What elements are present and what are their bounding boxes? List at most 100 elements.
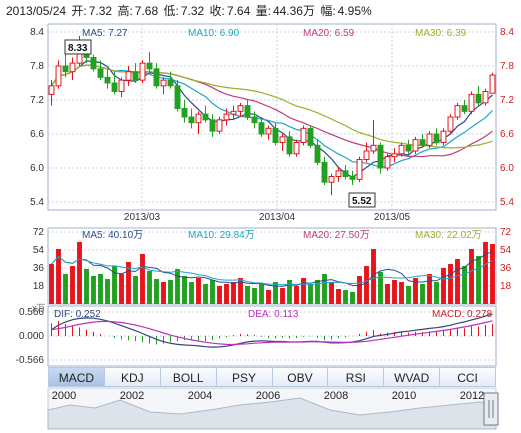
candle-body: [48, 85, 55, 95]
price-tick-left: 5.4: [30, 197, 44, 208]
price-tick-right: 7.2: [500, 95, 514, 106]
vol-tick-left: 36: [33, 263, 45, 274]
volume-bar: [154, 279, 159, 304]
low-value: 7.32: [180, 4, 205, 18]
price-tick-left: 8.4: [30, 27, 44, 38]
volume-bar: [315, 280, 320, 304]
candle-body: [489, 74, 496, 94]
candle-body: [139, 62, 146, 81]
candle-body: [405, 144, 412, 152]
volume-bar: [112, 266, 117, 304]
volume-bar: [343, 290, 348, 304]
tab-boll[interactable]: BOLL: [160, 367, 217, 387]
candle-body: [419, 139, 426, 146]
x-label-march: 2013/03: [124, 212, 161, 223]
candle-body: [461, 105, 468, 112]
dea-line: [51, 320, 493, 346]
candle-body: [475, 93, 482, 104]
candle-body: [230, 110, 237, 115]
year-2012: 2012: [459, 390, 485, 402]
candle-body: [167, 79, 174, 87]
candle-body: [279, 136, 286, 143]
candle-body: [265, 127, 272, 135]
tab-kdj[interactable]: KDJ: [104, 367, 161, 387]
close-label: 收:: [209, 4, 225, 18]
volume-bar: [378, 272, 383, 304]
ma5-legend: MA5: 7.27: [82, 28, 128, 39]
volume-bar: [252, 288, 257, 304]
candle-body: [216, 119, 223, 132]
volume-bar: [441, 268, 446, 304]
high-marker-box: [64, 39, 92, 55]
candle-body: [370, 144, 377, 152]
candle-body: [440, 130, 447, 144]
volume-bar: [49, 264, 54, 304]
indicator-tabs: MACD KDJ BOLL PSY OBV RSI WVAD CCI: [48, 367, 496, 387]
candle-body: [195, 113, 202, 124]
volume-bar: [427, 274, 432, 304]
volume-bar: [147, 271, 152, 304]
vol-ma5-line: [51, 250, 493, 287]
candle-body: [384, 156, 391, 169]
candle-body: [181, 108, 188, 118]
dea-legend: DEA: 0.113: [248, 309, 299, 320]
price-tick-right: 7.8: [500, 61, 514, 72]
timeline-handle[interactable]: [483, 392, 499, 426]
high-label: 高:: [117, 4, 133, 18]
candle-body: [244, 105, 251, 118]
candle-body: [251, 116, 258, 124]
price-tick-left: 6.0: [30, 163, 44, 174]
volume-bar: [119, 274, 124, 304]
vol-tick-right: 54: [500, 245, 512, 256]
vol-tick-right: 18: [500, 281, 512, 292]
candle-body: [307, 127, 314, 146]
vol-ma10-line: [51, 255, 493, 286]
dif-legend: DIF: 0.252: [54, 309, 101, 320]
price-tick-right: 8.4: [500, 27, 514, 38]
macd-tick-left: 0.566: [19, 307, 44, 318]
candle-body: [55, 65, 62, 87]
tab-psy[interactable]: PSY: [216, 367, 273, 387]
candle-body: [314, 144, 321, 163]
volume-bar: [203, 284, 208, 304]
volume-bar: [245, 286, 250, 304]
year-2008: 2008: [323, 390, 349, 402]
vol-tick-right: 72: [500, 227, 512, 238]
tab-macd[interactable]: MACD: [48, 367, 105, 387]
candle-body: [293, 142, 300, 155]
low-marker-box: [348, 192, 376, 208]
candle-body: [188, 116, 195, 124]
volume-bar: [238, 278, 243, 304]
volume-bar: [357, 276, 362, 304]
volume-bar: [91, 276, 96, 304]
tab-rsi[interactable]: RSI: [328, 367, 385, 387]
candle-body: [468, 93, 475, 112]
candle-body: [111, 82, 118, 92]
vol-unit: x万: [32, 303, 46, 313]
volume-bar: [406, 286, 411, 304]
year-2004: 2004: [187, 390, 213, 402]
tab-obv[interactable]: OBV: [272, 367, 329, 387]
quote-header: 2013/05/24 开: 7.32 高: 7.68 低: 7.32 收: 7.64 量…: [6, 2, 374, 19]
volume-bar: [322, 274, 327, 304]
candle-body: [174, 85, 181, 110]
candle-body: [335, 170, 342, 177]
volume-bar: [98, 274, 103, 304]
change-label: 幅:: [320, 4, 336, 18]
candle-body: [349, 176, 356, 180]
tab-wvad[interactable]: WVAD: [384, 367, 441, 387]
candle-body: [398, 144, 405, 155]
candle-body: [328, 176, 335, 183]
candle-body: [237, 105, 244, 112]
volume-bar: [259, 284, 264, 304]
volume-label: 量:: [255, 4, 271, 18]
candle-body: [258, 122, 265, 135]
volume-bar: [336, 289, 341, 304]
volume-bar: [455, 259, 460, 304]
volume-bar: [189, 282, 194, 304]
candle-body: [90, 57, 97, 70]
volume-bar: [364, 266, 369, 304]
x-label-april: 2013/04: [259, 212, 296, 223]
tab-cci[interactable]: CCI: [440, 367, 496, 387]
